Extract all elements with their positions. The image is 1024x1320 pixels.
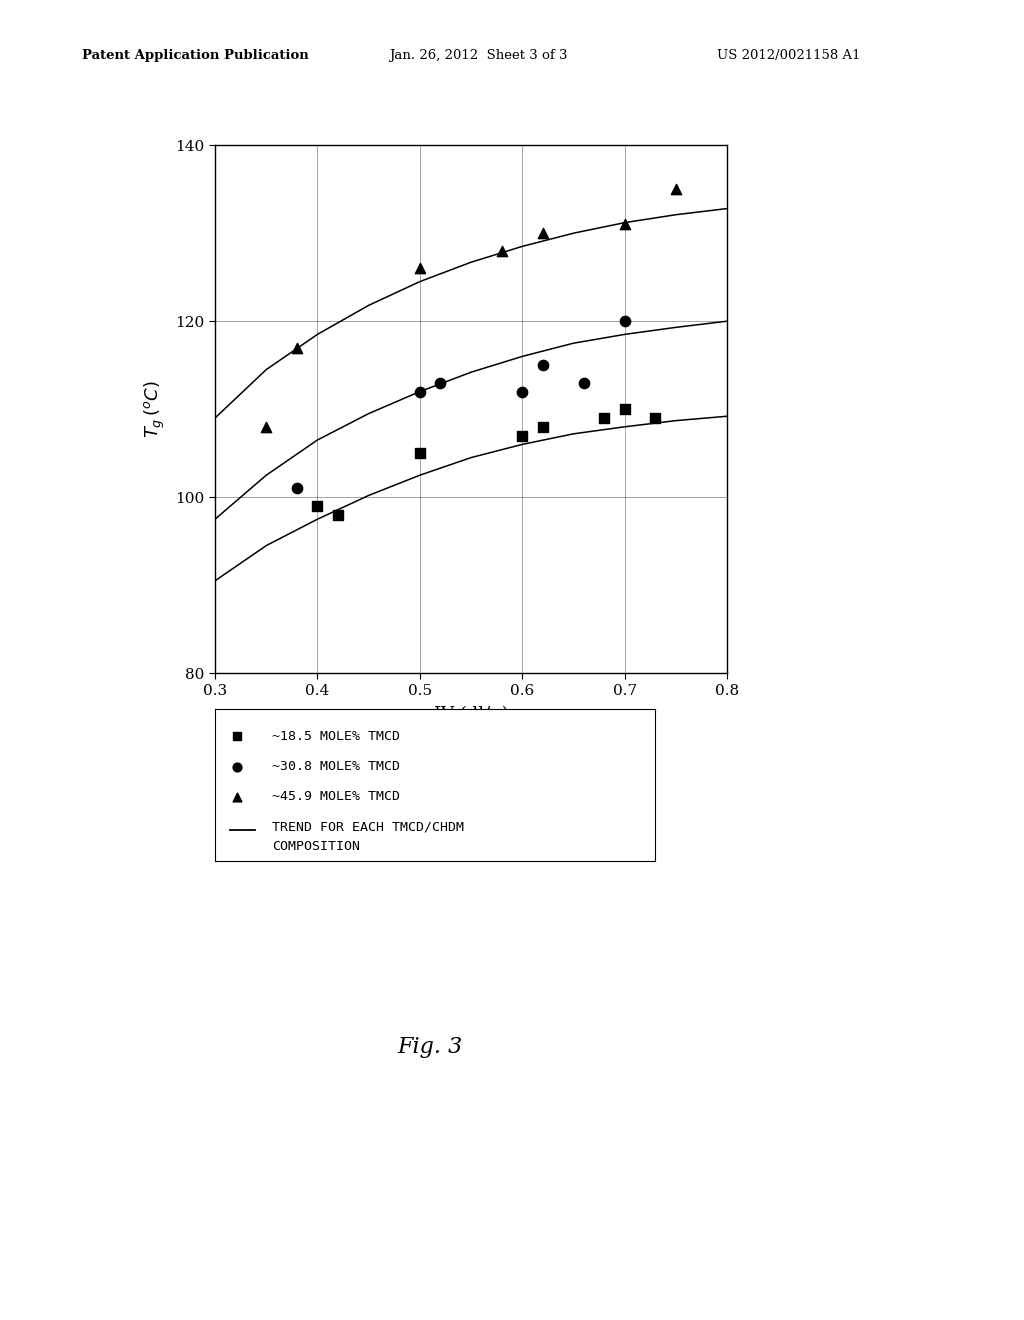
- Point: [514, 425, 530, 446]
- Point: [228, 726, 246, 747]
- Point: [535, 223, 551, 244]
- Point: [647, 408, 664, 429]
- Point: [616, 214, 633, 235]
- Point: [330, 504, 346, 525]
- Point: [258, 416, 274, 437]
- Point: [616, 399, 633, 420]
- Point: [412, 381, 428, 403]
- Point: [289, 337, 305, 358]
- Point: [228, 787, 246, 808]
- Point: [596, 408, 612, 429]
- Point: [309, 495, 326, 516]
- Point: [432, 372, 449, 393]
- Text: ~45.9 MOLE% TMCD: ~45.9 MOLE% TMCD: [272, 791, 400, 804]
- Text: Jan. 26, 2012  Sheet 3 of 3: Jan. 26, 2012 Sheet 3 of 3: [389, 49, 567, 62]
- Y-axis label: $T_g\,(^oC)$: $T_g\,(^oC)$: [142, 380, 167, 438]
- Text: ~18.5 MOLE% TMCD: ~18.5 MOLE% TMCD: [272, 730, 400, 743]
- X-axis label: IV (dl/g): IV (dl/g): [434, 706, 508, 725]
- Point: [494, 240, 510, 261]
- Point: [228, 756, 246, 777]
- Text: Patent Application Publication: Patent Application Publication: [82, 49, 308, 62]
- Text: Fig. 3: Fig. 3: [397, 1036, 463, 1059]
- Text: US 2012/0021158 A1: US 2012/0021158 A1: [717, 49, 860, 62]
- Point: [514, 381, 530, 403]
- Point: [668, 178, 684, 199]
- Point: [616, 310, 633, 331]
- Point: [412, 257, 428, 279]
- Point: [575, 372, 592, 393]
- Text: TREND FOR EACH TMCD/CHDM: TREND FOR EACH TMCD/CHDM: [272, 821, 464, 834]
- Text: COMPOSITION: COMPOSITION: [272, 841, 360, 854]
- Point: [535, 416, 551, 437]
- Point: [535, 355, 551, 376]
- Point: [289, 478, 305, 499]
- Text: ~30.8 MOLE% TMCD: ~30.8 MOLE% TMCD: [272, 760, 400, 774]
- Point: [412, 442, 428, 463]
